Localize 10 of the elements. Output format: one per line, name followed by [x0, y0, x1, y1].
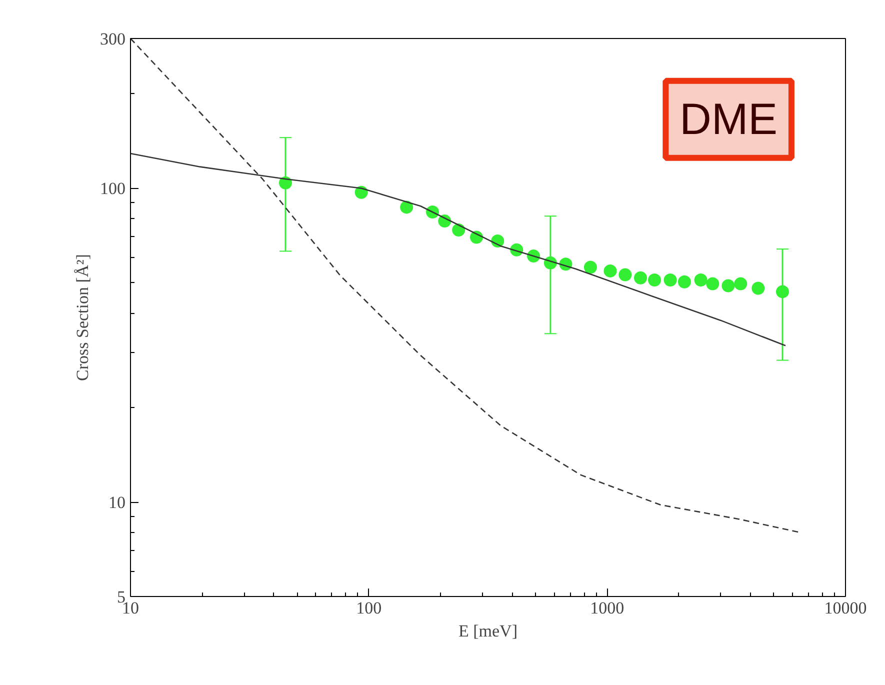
x-tick-label: 1000	[590, 598, 624, 618]
y-tick-label: 5	[117, 588, 126, 606]
y-axis-title: Cross Section [Å²]	[73, 254, 92, 381]
x-tick-label: 10000	[824, 598, 867, 618]
y-tick-label: 300	[100, 30, 126, 48]
x-tick-label: 100	[356, 598, 382, 618]
y-tick-label: 10	[108, 493, 126, 512]
annotation: DME	[680, 94, 778, 144]
y-tick-label: 100	[100, 179, 126, 198]
x-axis-title: E [meV]	[458, 622, 518, 640]
